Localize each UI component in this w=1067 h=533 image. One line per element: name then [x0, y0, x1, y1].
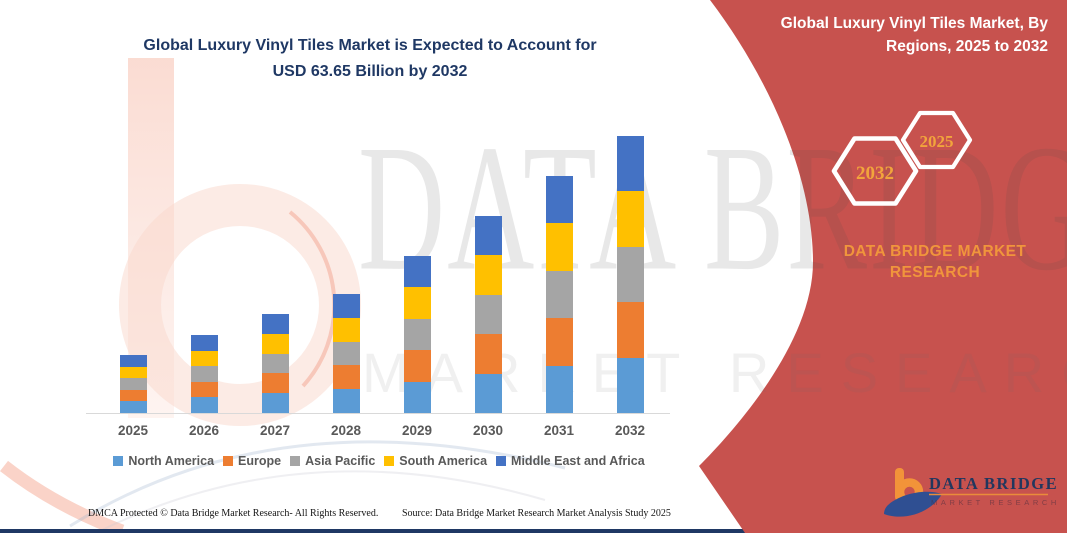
bar-segment-north-america — [261, 393, 289, 413]
company-logo: DATA BRIDGE MARKET RESEARCH — [884, 468, 1060, 517]
bar-segment-asia-pacific — [474, 294, 502, 335]
bar-stack-2027 — [261, 314, 289, 413]
bar-segment-asia-pacific — [332, 341, 360, 366]
legend-item-asia-pacific: Asia Pacific — [290, 454, 375, 468]
bar-segment-north-america — [616, 357, 644, 413]
bar-segment-south-america — [332, 317, 360, 342]
hexagon-2025 — [900, 110, 973, 170]
bar-segment-middle-east-and-africa — [119, 354, 147, 367]
legend-label: Europe — [238, 454, 282, 468]
bar-segment-middle-east-and-africa — [474, 215, 502, 256]
x-axis-label-2028: 2028 — [330, 423, 362, 438]
x-axis-label-2032: 2032 — [614, 423, 646, 438]
bar-segment-south-america — [403, 287, 431, 319]
side-panel-title: Global Luxury Vinyl Tiles Market, By Reg… — [780, 15, 1048, 55]
legend-label: Middle East and Africa — [511, 454, 645, 468]
chart-title-line2: USD 63.65 Billion by 2032 — [272, 63, 468, 80]
legend: North America Europe Asia Pacific South Ame… — [86, 454, 672, 468]
x-axis-label-2026: 2026 — [188, 423, 220, 438]
bar-stack-2026 — [190, 335, 218, 413]
x-axis-label-2030: 2030 — [472, 423, 504, 438]
bar-segment-europe — [616, 302, 644, 358]
logo-subtitle: MARKET RESEARCH — [931, 498, 1060, 507]
bar-segment-north-america — [190, 397, 218, 413]
logo-d-swoosh — [884, 491, 942, 517]
bar-stack-2025 — [119, 354, 147, 413]
bottom-navy-rule — [0, 529, 1067, 533]
legend-swatch-icon — [223, 456, 234, 466]
bar-stack-2031 — [545, 175, 573, 413]
bar-segment-asia-pacific — [119, 378, 147, 390]
bar-segment-south-america — [474, 255, 502, 295]
legend-item-europe: Europe — [223, 454, 281, 468]
bar-segment-europe — [545, 318, 573, 366]
bar-segment-middle-east-and-africa — [332, 293, 360, 318]
bar-segment-south-america — [616, 191, 644, 247]
bar-stack-2032 — [616, 136, 644, 413]
bar-segment-middle-east-and-africa — [403, 255, 431, 288]
chart-title: Global Luxury Vinyl Tiles Market is Expe… — [60, 33, 680, 85]
bar-segment-europe — [190, 381, 218, 398]
x-axis-label-2027: 2027 — [259, 423, 291, 438]
bar-segment-europe — [403, 350, 431, 382]
x-axis-line — [86, 413, 670, 414]
legend-label: South America — [399, 454, 488, 468]
brand-name-line1: DATA BRIDGE MARKET — [843, 243, 1027, 260]
bar-segment-asia-pacific — [190, 366, 218, 382]
bar-segment-asia-pacific — [261, 353, 289, 374]
legend-item-middle-east-and-africa: Middle East and Africa — [496, 454, 645, 468]
bar-segment-north-america — [403, 381, 431, 413]
bar-segment-middle-east-and-africa — [545, 175, 573, 224]
bar-segment-europe — [119, 389, 147, 402]
bar-segment-south-america — [119, 366, 147, 379]
hexagon-2032 — [831, 136, 919, 206]
bar-segment-south-america — [190, 350, 218, 367]
bar-segment-asia-pacific — [403, 318, 431, 351]
bar-segment-asia-pacific — [545, 270, 573, 319]
legend-swatch-icon — [496, 456, 507, 466]
legend-swatch-icon — [113, 456, 124, 466]
brand-name-text: DATA BRIDGE MARKET RESEARCH — [808, 241, 1062, 283]
bar-segment-north-america — [545, 365, 573, 413]
bar-segment-south-america — [545, 223, 573, 271]
hexagon-2025-label: 2025 — [920, 132, 954, 151]
legend-item-south-america: South America — [384, 454, 487, 468]
bar-segment-middle-east-and-africa — [261, 314, 289, 334]
bar-segment-middle-east-and-africa — [616, 136, 644, 192]
legend-swatch-icon — [290, 456, 301, 466]
legend-label: Asia Pacific — [305, 454, 376, 468]
hexagon-2032-label: 2032 — [856, 163, 894, 184]
source-note: Source: Data Bridge Market Research Mark… — [402, 508, 671, 519]
logo-wordmark: DATA BRIDGE — [929, 474, 1058, 493]
legend-swatch-icon — [384, 456, 395, 466]
bar-stack-2029 — [403, 255, 431, 413]
bar-stack-2030 — [474, 215, 502, 413]
bar-segment-south-america — [261, 333, 289, 354]
x-axis-label-2029: 2029 — [401, 423, 433, 438]
bar-segment-europe — [474, 334, 502, 374]
bar-segment-north-america — [119, 401, 147, 413]
legend-label: North America — [128, 454, 215, 468]
bar-segment-asia-pacific — [616, 246, 644, 303]
bar-stack-2028 — [332, 293, 360, 413]
x-axis-label-2025: 2025 — [117, 423, 149, 438]
year-hexagons: 2032 2025 — [831, 110, 973, 206]
bar-segment-middle-east-and-africa — [190, 335, 218, 351]
x-axis-label-2031: 2031 — [543, 423, 575, 438]
bar-segment-north-america — [332, 389, 360, 413]
chart-title-line1: Global Luxury Vinyl Tiles Market is Expe… — [143, 37, 597, 54]
brand-name-line2: RESEARCH — [889, 264, 981, 281]
bar-segment-europe — [332, 365, 360, 390]
bar-segment-north-america — [474, 373, 502, 413]
dmca-notice: DMCA Protected © Data Bridge Market Rese… — [88, 508, 379, 519]
bar-segment-europe — [261, 373, 289, 394]
legend-item-north-america: North America — [113, 454, 214, 468]
